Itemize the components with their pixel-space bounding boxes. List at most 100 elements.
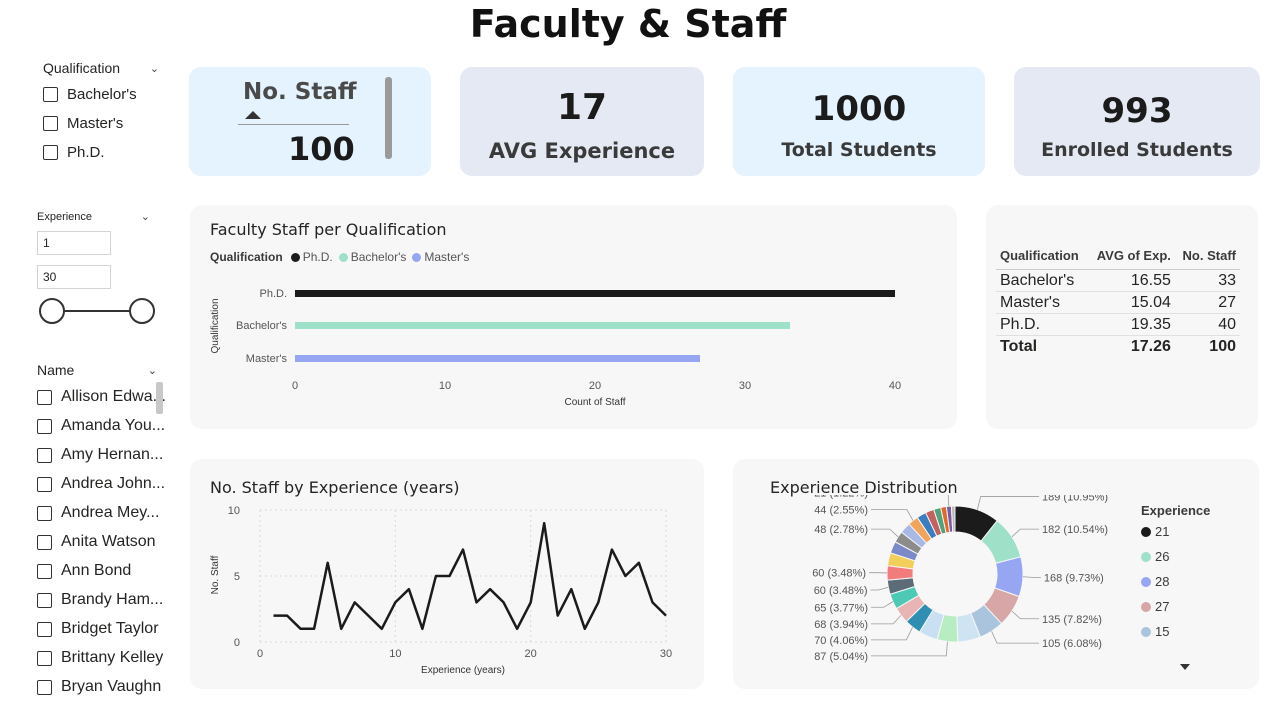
name-option[interactable]: Bridget Taylor <box>37 620 159 638</box>
legend-item[interactable]: 15 <box>1141 624 1169 639</box>
series-line[interactable] <box>273 521 667 631</box>
table-cell: 33 <box>1174 269 1240 292</box>
triangle-down-icon[interactable] <box>1180 664 1190 670</box>
legend-item[interactable]: 28 <box>1141 574 1169 589</box>
qualification-option-phd[interactable]: Ph.D. <box>43 144 105 161</box>
x-tick-label: 20 <box>589 380 601 392</box>
checkbox[interactable] <box>37 476 52 492</box>
legend-item[interactable]: 21 <box>1141 524 1169 539</box>
table-header[interactable]: No. Staff <box>1174 246 1240 270</box>
legend-item[interactable]: 27 <box>1141 599 1169 614</box>
bar-chart-legend: Qualification Ph.D. Bachelor's Master's <box>210 250 469 264</box>
experience-slider-track[interactable] <box>52 310 142 312</box>
page-title: Faculty & Staff <box>469 2 787 46</box>
table-cell: Total <box>996 335 1088 357</box>
name-option-label: Bridget Taylor <box>61 620 159 637</box>
table-header-row: Qualification AVG of Exp. No. Staff <box>996 246 1240 270</box>
donut-slice[interactable] <box>950 505 956 533</box>
chevron-down-icon[interactable]: ⌄ <box>147 364 157 377</box>
legend-dot <box>338 252 348 262</box>
staff-card-value: 100 <box>288 130 355 168</box>
checkbox[interactable] <box>37 592 52 608</box>
checkbox[interactable] <box>37 534 52 550</box>
name-option-label: Brandy Ham... <box>61 591 164 608</box>
name-option[interactable]: Brittany Kelley <box>37 649 163 667</box>
chevron-down-icon[interactable]: ⌄ <box>140 211 150 223</box>
legend-label: 28 <box>1155 574 1170 589</box>
slice-label: 44 (2.55%) <box>814 505 868 517</box>
legend-label: 27 <box>1155 599 1170 614</box>
legend-dot <box>1141 551 1151 562</box>
name-option[interactable]: Brandy Ham... <box>37 591 163 609</box>
slice-label: 68 (3.94%) <box>814 619 868 631</box>
enrolled-students-label: Enrolled Students <box>1041 139 1233 161</box>
leader-line <box>870 586 889 591</box>
table-cell: Master's <box>996 291 1088 314</box>
checkbox[interactable] <box>37 505 52 521</box>
bar-legend-title: Qualification <box>210 250 283 264</box>
table-cell: Ph.D. <box>996 313 1088 336</box>
qualification-option-bachelor[interactable]: Bachelor's <box>43 86 137 103</box>
checkbox[interactable] <box>43 116 58 131</box>
table-header[interactable]: AVG of Exp. <box>1087 246 1175 270</box>
x-tick-label: 0 <box>257 648 263 660</box>
donut-chart-title: Experience Distribution <box>770 478 958 497</box>
name-option[interactable]: Amanda You... <box>37 417 165 435</box>
qualification-bar-chart: Ph.D. Bachelor's Master's 0 10 20 30 40 Count of… <box>210 288 901 408</box>
card-scrollbar[interactable] <box>385 77 392 159</box>
slice-label: 189 (10.95%) <box>1042 495 1108 504</box>
experience-min-input[interactable]: 1 <box>37 231 111 255</box>
checkbox[interactable] <box>37 447 52 463</box>
legend-label: 21 <box>1155 524 1170 539</box>
name-option[interactable]: Bryan Vaughn <box>37 678 161 696</box>
qualification-option-master[interactable]: Master's <box>43 115 123 132</box>
slice-label: 21 (1.22%) <box>814 495 868 499</box>
experience-max-input[interactable]: 30 <box>37 265 111 289</box>
bar-legend-master: Master's <box>424 250 470 264</box>
name-option-label: Amy Hernan... <box>61 446 164 463</box>
x-tick-label: 30 <box>660 648 672 660</box>
checkbox[interactable] <box>37 650 52 666</box>
chevron-down-icon[interactable]: ⌄ <box>149 62 159 75</box>
name-option-label: Amanda You... <box>61 417 166 434</box>
slice-label: 87 (5.04%) <box>814 651 868 663</box>
name-option[interactable]: Allison Edwa... <box>37 388 166 406</box>
slice-label: 168 (9.73%) <box>1044 572 1104 584</box>
name-option-label: Ann Bond <box>61 562 132 579</box>
leader-line <box>871 528 899 538</box>
name-option-label: Bryan Vaughn <box>61 678 162 695</box>
name-option-label: Allison Edwa... <box>61 388 166 405</box>
checkbox[interactable] <box>37 621 52 637</box>
table-row: Ph.D. 19.35 40 <box>996 313 1240 336</box>
name-option[interactable]: Ann Bond <box>37 562 131 580</box>
checkbox[interactable] <box>37 418 52 434</box>
legend-dot <box>412 252 422 262</box>
bar[interactable] <box>295 355 700 362</box>
checkbox[interactable] <box>37 389 52 405</box>
legend-dot <box>1141 526 1151 537</box>
qualification-slicer-title: Qualification <box>43 60 121 76</box>
table-cell: 40 <box>1174 313 1240 336</box>
name-list-scrollbar[interactable] <box>156 382 163 414</box>
legend-item[interactable]: 26 <box>1141 549 1169 564</box>
bar[interactable] <box>295 322 790 329</box>
bar[interactable] <box>295 290 895 297</box>
name-slicer-header[interactable]: Name ⌄ <box>37 362 157 378</box>
checkbox[interactable] <box>43 145 58 160</box>
experience-slider-min-handle[interactable] <box>39 298 65 324</box>
checkbox[interactable] <box>43 87 58 102</box>
qualification-slicer-header[interactable]: Qualification ⌄ <box>43 60 159 76</box>
checkbox[interactable] <box>37 563 52 579</box>
experience-slicer-header[interactable]: Experience ⌄ <box>37 210 150 224</box>
name-option[interactable]: Andrea Mey... <box>37 504 159 522</box>
name-option[interactable]: Anita Watson <box>37 533 156 551</box>
table-header[interactable]: Qualification <box>996 246 1088 270</box>
table-cell: 100 <box>1174 335 1240 357</box>
x-axis-label: Count of Staff <box>565 397 626 408</box>
name-option[interactable]: Amy Hernan... <box>37 446 163 464</box>
checkbox[interactable] <box>37 679 52 695</box>
experience-slider-max-handle[interactable] <box>129 298 155 324</box>
total-students-card: 1000 Total Students <box>733 67 985 176</box>
name-option[interactable]: Andrea John... <box>37 475 165 493</box>
legend-dot <box>1141 626 1151 637</box>
